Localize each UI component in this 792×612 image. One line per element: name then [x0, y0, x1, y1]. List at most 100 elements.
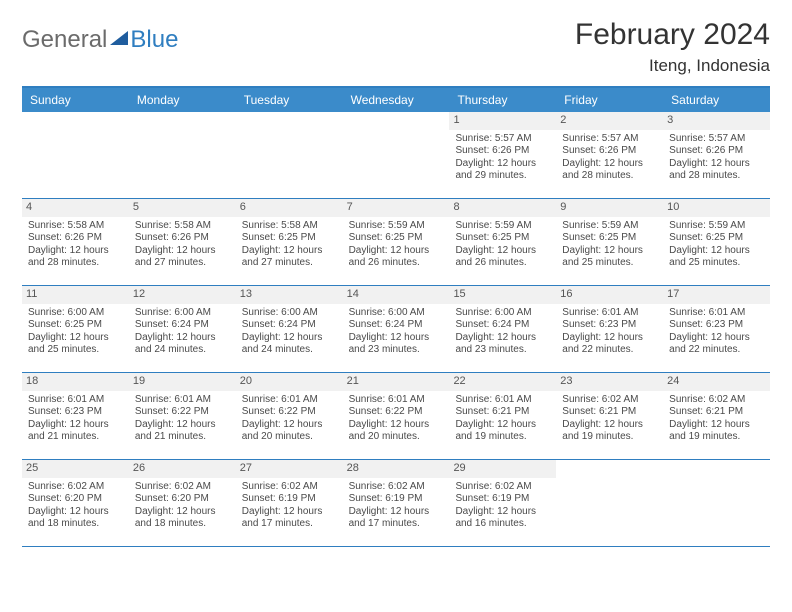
daylight-line: Daylight: 12 hours and 28 minutes. — [28, 245, 123, 270]
daylight-line: Daylight: 12 hours and 19 minutes. — [669, 419, 764, 444]
day-number: 16 — [556, 286, 663, 304]
sunset-line: Sunset: 6:25 PM — [669, 232, 764, 245]
sunset-line: Sunset: 6:26 PM — [669, 145, 764, 158]
daylight-line: Daylight: 12 hours and 23 minutes. — [349, 332, 444, 357]
location-label: Iteng, Indonesia — [575, 56, 770, 76]
day-header-thursday: Thursday — [449, 88, 556, 112]
sunrise-line: Sunrise: 5:58 AM — [28, 220, 123, 233]
day-cell: 29Sunrise: 6:02 AMSunset: 6:19 PMDayligh… — [449, 460, 556, 546]
day-header-sunday: Sunday — [22, 88, 129, 112]
daylight-line: Daylight: 12 hours and 21 minutes. — [28, 419, 123, 444]
sunset-line: Sunset: 6:26 PM — [455, 145, 550, 158]
sunset-line: Sunset: 6:24 PM — [349, 319, 444, 332]
daylight-line: Daylight: 12 hours and 28 minutes. — [669, 158, 764, 183]
day-cell: 1Sunrise: 5:57 AMSunset: 6:26 PMDaylight… — [449, 112, 556, 198]
sunset-line: Sunset: 6:22 PM — [242, 406, 337, 419]
day-number: 24 — [663, 373, 770, 391]
day-number: 15 — [449, 286, 556, 304]
daylight-line: Daylight: 12 hours and 20 minutes. — [349, 419, 444, 444]
sunset-line: Sunset: 6:26 PM — [135, 232, 230, 245]
day-number: 29 — [449, 460, 556, 478]
sunset-line: Sunset: 6:24 PM — [455, 319, 550, 332]
sunrise-line: Sunrise: 6:00 AM — [135, 307, 230, 320]
day-number: 6 — [236, 199, 343, 217]
day-number: 7 — [343, 199, 450, 217]
daylight-line: Daylight: 12 hours and 22 minutes. — [669, 332, 764, 357]
sunrise-line: Sunrise: 5:57 AM — [562, 133, 657, 146]
day-cell: 19Sunrise: 6:01 AMSunset: 6:22 PMDayligh… — [129, 373, 236, 459]
daylight-line: Daylight: 12 hours and 20 minutes. — [242, 419, 337, 444]
sunset-line: Sunset: 6:20 PM — [28, 493, 123, 506]
sunrise-line: Sunrise: 6:01 AM — [28, 394, 123, 407]
weeks-container: 1Sunrise: 5:57 AMSunset: 6:26 PMDaylight… — [22, 112, 770, 547]
day-cell: 12Sunrise: 6:00 AMSunset: 6:24 PMDayligh… — [129, 286, 236, 372]
daylight-line: Daylight: 12 hours and 25 minutes. — [28, 332, 123, 357]
daylight-line: Daylight: 12 hours and 24 minutes. — [135, 332, 230, 357]
sunrise-line: Sunrise: 6:00 AM — [349, 307, 444, 320]
sunrise-line: Sunrise: 5:57 AM — [455, 133, 550, 146]
sunset-line: Sunset: 6:25 PM — [349, 232, 444, 245]
sunset-line: Sunset: 6:25 PM — [455, 232, 550, 245]
day-number: 13 — [236, 286, 343, 304]
day-number: 28 — [343, 460, 450, 478]
day-cell: 21Sunrise: 6:01 AMSunset: 6:22 PMDayligh… — [343, 373, 450, 459]
sunrise-line: Sunrise: 6:00 AM — [28, 307, 123, 320]
sunset-line: Sunset: 6:22 PM — [135, 406, 230, 419]
sunset-line: Sunset: 6:21 PM — [562, 406, 657, 419]
day-cell: 4Sunrise: 5:58 AMSunset: 6:26 PMDaylight… — [22, 199, 129, 285]
sunset-line: Sunset: 6:24 PM — [135, 319, 230, 332]
sunrise-line: Sunrise: 5:59 AM — [562, 220, 657, 233]
day-cell: 8Sunrise: 5:59 AMSunset: 6:25 PMDaylight… — [449, 199, 556, 285]
day-cell — [556, 460, 663, 546]
daylight-line: Daylight: 12 hours and 29 minutes. — [455, 158, 550, 183]
sunset-line: Sunset: 6:23 PM — [28, 406, 123, 419]
daylight-line: Daylight: 12 hours and 24 minutes. — [242, 332, 337, 357]
sunset-line: Sunset: 6:23 PM — [669, 319, 764, 332]
logo-triangle-icon — [110, 31, 128, 45]
day-cell: 27Sunrise: 6:02 AMSunset: 6:19 PMDayligh… — [236, 460, 343, 546]
week-row: 25Sunrise: 6:02 AMSunset: 6:20 PMDayligh… — [22, 460, 770, 547]
sunrise-line: Sunrise: 6:02 AM — [349, 481, 444, 494]
daylight-line: Daylight: 12 hours and 25 minutes. — [669, 245, 764, 270]
day-number: 20 — [236, 373, 343, 391]
daylight-line: Daylight: 12 hours and 17 minutes. — [242, 506, 337, 531]
day-number: 14 — [343, 286, 450, 304]
day-number: 26 — [129, 460, 236, 478]
sunset-line: Sunset: 6:26 PM — [562, 145, 657, 158]
daylight-line: Daylight: 12 hours and 26 minutes. — [455, 245, 550, 270]
sunrise-line: Sunrise: 6:01 AM — [242, 394, 337, 407]
day-number: 11 — [22, 286, 129, 304]
day-number: 4 — [22, 199, 129, 217]
sunrise-line: Sunrise: 6:02 AM — [455, 481, 550, 494]
sunrise-line: Sunrise: 6:01 AM — [562, 307, 657, 320]
sunrise-line: Sunrise: 5:58 AM — [242, 220, 337, 233]
day-header-monday: Monday — [129, 88, 236, 112]
day-number: 9 — [556, 199, 663, 217]
day-cell — [22, 112, 129, 198]
sunset-line: Sunset: 6:21 PM — [669, 406, 764, 419]
daylight-line: Daylight: 12 hours and 28 minutes. — [562, 158, 657, 183]
day-header-saturday: Saturday — [663, 88, 770, 112]
day-cell: 9Sunrise: 5:59 AMSunset: 6:25 PMDaylight… — [556, 199, 663, 285]
day-cell: 17Sunrise: 6:01 AMSunset: 6:23 PMDayligh… — [663, 286, 770, 372]
sunset-line: Sunset: 6:21 PM — [455, 406, 550, 419]
day-cell: 20 Sunrise: 6:01 AMSunset: 6:22 PMDayligh… — [236, 373, 343, 459]
daylight-line: Daylight: 12 hours and 21 minutes. — [135, 419, 230, 444]
day-number: 10 — [663, 199, 770, 217]
day-header-wednesday: Wednesday — [343, 88, 450, 112]
day-number: 18 — [22, 373, 129, 391]
sunset-line: Sunset: 6:24 PM — [242, 319, 337, 332]
daylight-line: Daylight: 12 hours and 23 minutes. — [455, 332, 550, 357]
sunrise-line: Sunrise: 5:59 AM — [349, 220, 444, 233]
title-block: February 2024 Iteng, Indonesia — [575, 18, 770, 76]
day-cell: 5Sunrise: 5:58 AMSunset: 6:26 PMDaylight… — [129, 199, 236, 285]
day-cell — [343, 112, 450, 198]
day-cell — [129, 112, 236, 198]
day-cell: 10Sunrise: 5:59 AMSunset: 6:25 PMDayligh… — [663, 199, 770, 285]
sunrise-line: Sunrise: 5:58 AM — [135, 220, 230, 233]
sunset-line: Sunset: 6:25 PM — [562, 232, 657, 245]
day-cell: 16Sunrise: 6:01 AMSunset: 6:23 PMDayligh… — [556, 286, 663, 372]
day-cell: 7Sunrise: 5:59 AMSunset: 6:25 PMDaylight… — [343, 199, 450, 285]
day-cell: 23Sunrise: 6:02 AMSunset: 6:21 PMDayligh… — [556, 373, 663, 459]
sunset-line: Sunset: 6:23 PM — [562, 319, 657, 332]
